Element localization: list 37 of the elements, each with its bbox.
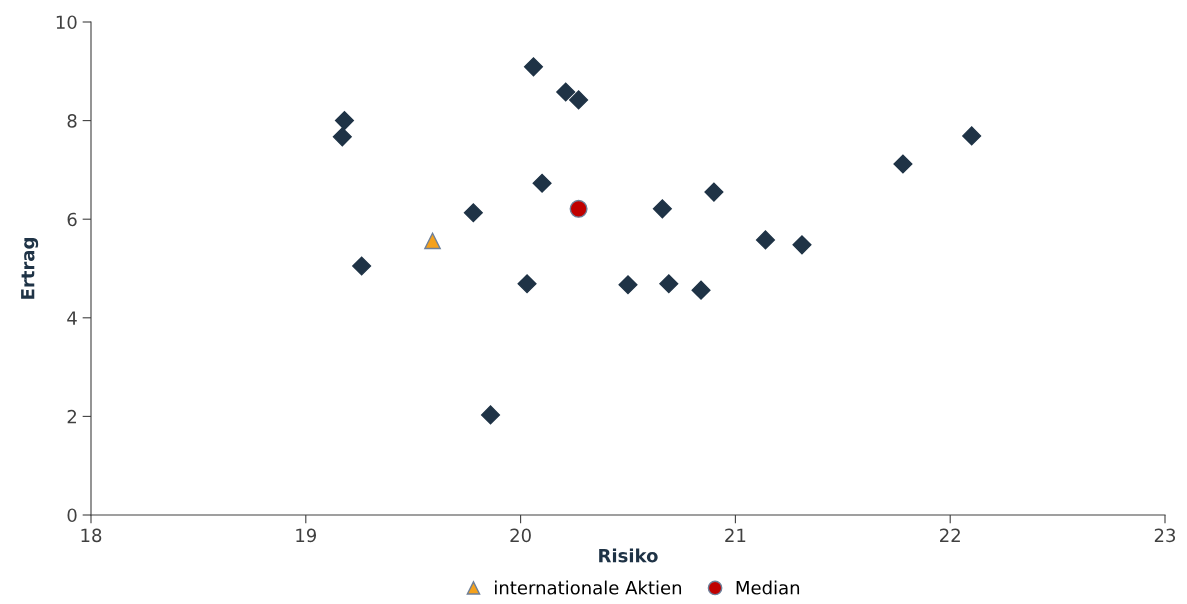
point	[893, 154, 913, 174]
y-tick-label: 6	[67, 212, 77, 227]
point	[332, 127, 352, 147]
point	[569, 90, 589, 110]
y-tick-label: 4	[67, 311, 77, 325]
point	[618, 275, 638, 295]
x-tick-label: 19	[296, 528, 317, 543]
point	[334, 111, 354, 131]
point	[424, 232, 441, 250]
point	[517, 274, 537, 294]
y-tick-label: 0	[67, 508, 77, 523]
point	[691, 280, 711, 300]
legend-label: internationale Aktien	[495, 580, 682, 595]
x-axis-title: Risiko	[599, 548, 658, 563]
point	[652, 199, 672, 219]
point	[523, 57, 544, 77]
y-tick-label: 2	[67, 409, 76, 424]
point	[556, 82, 576, 102]
point	[704, 182, 724, 202]
point	[569, 199, 588, 218]
x-tick-label: 23	[1154, 528, 1176, 543]
y-tick-label: 8	[67, 114, 77, 128]
point	[480, 405, 501, 425]
point	[755, 230, 776, 250]
legend-label: Median	[736, 580, 800, 595]
y-tick-label: 10	[56, 15, 77, 30]
x-tick-label: 21	[725, 528, 746, 542]
x-tick-label: 20	[510, 528, 531, 543]
y-axis-title: Ertrag	[21, 238, 39, 299]
x-tick-label: 18	[81, 528, 102, 543]
point	[352, 256, 372, 276]
x-tick-label: 22	[940, 528, 960, 542]
point	[463, 203, 483, 223]
point	[962, 126, 982, 146]
point	[532, 173, 552, 193]
point	[659, 274, 679, 294]
point	[792, 235, 812, 255]
